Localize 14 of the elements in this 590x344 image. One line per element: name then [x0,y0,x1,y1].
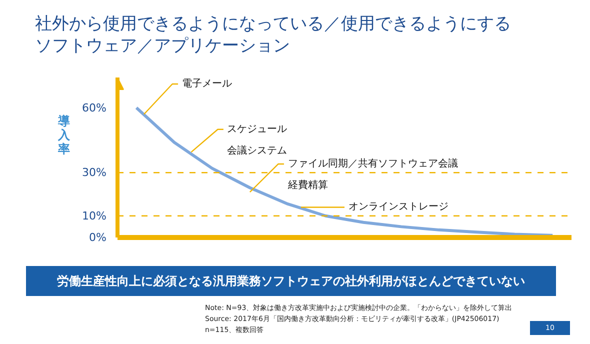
y-tick-label: 10% [82,209,107,222]
y-tick-label: 30% [82,166,107,180]
y-tick-label: 60% [82,101,107,114]
annotation: ファイル同期／共有ソフトウェア会議 [288,157,458,170]
line-series [134,106,554,237]
annotation: 経費精算 [286,179,328,192]
y-tick-label: 0% [89,231,106,244]
annotation: スケジュール [227,124,288,135]
annotation: オンラインストレージ [348,202,448,213]
y-axis-title: 導入率 [58,114,70,156]
text: 労働生産性向上に必須となる汎用業務ソフトウェアの社外利用がほとんどできていない [57,273,525,290]
annotation: 会議システム [227,144,288,157]
annotation: 電子メール [182,78,232,90]
chart-title: 社外から使用できるようになっている／使用できるようにするソフトウェア／アプリケーション [35,13,512,57]
